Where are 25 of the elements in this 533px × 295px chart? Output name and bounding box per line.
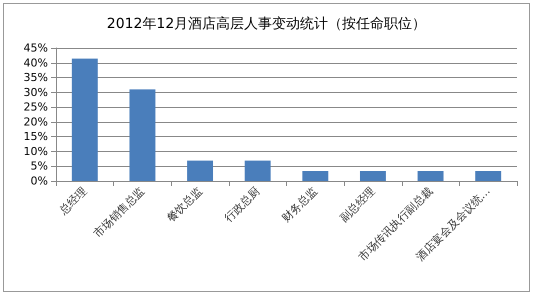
x-tick-label: 财务总监 <box>280 184 320 225</box>
bar <box>302 170 328 181</box>
bar <box>244 160 271 181</box>
y-tick-label: 0% <box>30 174 48 188</box>
bar <box>72 58 98 181</box>
bar <box>418 170 444 181</box>
x-tick-label: 副总经理 <box>337 184 378 225</box>
y-tick-label: 20% <box>24 115 48 128</box>
y-tick-label: 45% <box>24 42 48 54</box>
chart-title: 2012年12月酒店高层人事变动统计（按任命职位） <box>106 16 426 32</box>
bar <box>475 170 502 181</box>
y-tick-label: 30% <box>24 86 48 99</box>
y-tick-label: 35% <box>24 71 48 84</box>
x-tick-label: 总经理 <box>56 184 90 218</box>
x-tick-label: 餐饮总监 <box>164 184 205 225</box>
y-tick-label: 15% <box>24 130 48 144</box>
bar <box>129 89 156 181</box>
bar <box>187 160 214 181</box>
y-tick-label: 40% <box>24 56 48 70</box>
x-tick-label: 行政总厨 <box>222 184 262 225</box>
y-tick-label: 5% <box>30 160 48 173</box>
y-tick-label: 10% <box>24 144 48 158</box>
y-tick-label: 25% <box>24 100 48 114</box>
bar <box>360 170 386 181</box>
x-tick-label: 市场销售总监 <box>91 184 148 240</box>
